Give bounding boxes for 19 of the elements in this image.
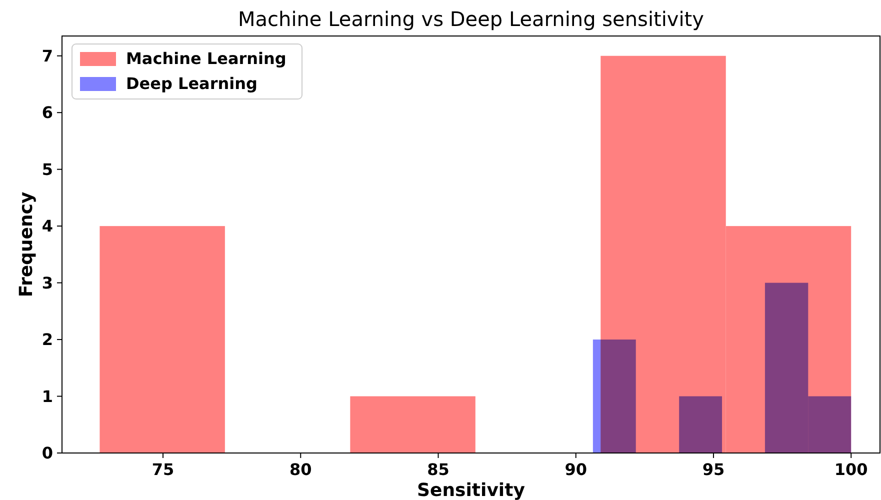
y-tick-label: 0: [42, 444, 53, 463]
x-tick-label: 95: [702, 460, 725, 479]
legend-label: Machine Learning: [126, 49, 286, 68]
x-tick-label: 80: [289, 460, 312, 479]
y-tick-label: 7: [42, 46, 53, 66]
legend-label: Deep Learning: [126, 74, 258, 93]
y-axis-title: Frequency: [16, 192, 37, 298]
x-axis-title: Sensitivity: [417, 480, 526, 500]
x-tick-label: 100: [834, 460, 868, 479]
y-tick-label: 1: [42, 386, 53, 406]
x-tick-label: 85: [427, 460, 450, 479]
chart-title: Machine Learning vs Deep Learning sensitivity: [238, 7, 704, 31]
x-tick-label: 90: [564, 460, 587, 479]
y-tick-label: 6: [42, 103, 53, 122]
y-tick-label: 2: [42, 330, 53, 350]
y-tick-label: 3: [42, 273, 53, 292]
x-tick-label: 75: [152, 460, 174, 479]
y-tick-label: 5: [42, 160, 53, 179]
y-tick-label: 4: [42, 216, 53, 236]
